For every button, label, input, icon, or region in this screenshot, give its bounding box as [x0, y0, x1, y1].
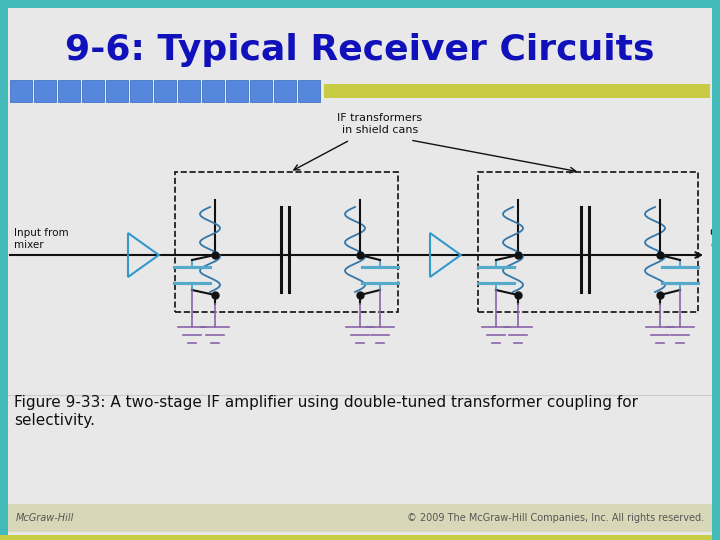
Text: Figure 9-33: A two-stage IF amplifier using double-tuned transformer coupling fo: Figure 9-33: A two-stage IF amplifier us… [14, 395, 638, 410]
Bar [0, 0, 720, 8]
Text: McGraw-Hill: McGraw-Hill [16, 513, 74, 523]
Bar [178, 80, 200, 102]
Bar [58, 80, 80, 102]
Bar [226, 80, 248, 102]
Bar [106, 80, 128, 102]
Bar [478, 172, 698, 312]
Bar [8, 504, 712, 532]
Bar [154, 80, 176, 102]
Bar [0, 535, 720, 540]
Bar [0, 0, 8, 540]
Text: selectivity.: selectivity. [14, 413, 95, 428]
Bar [34, 80, 56, 102]
Text: IF transformers
in shield cans: IF transformers in shield cans [338, 113, 423, 135]
Bar [82, 80, 104, 102]
Bar [130, 80, 152, 102]
Text: 9-6: Typical Receiver Circuits: 9-6: Typical Receiver Circuits [66, 33, 654, 67]
Text: Output to
demodulator: Output to demodulator [710, 228, 720, 250]
Text: © 2009 The McGraw-Hill Companies, Inc. All rights reserved.: © 2009 The McGraw-Hill Companies, Inc. A… [407, 513, 704, 523]
Bar [274, 80, 296, 102]
Text: Input from
mixer: Input from mixer [14, 228, 68, 250]
Bar [324, 84, 710, 98]
Bar [250, 80, 272, 102]
Bar [10, 80, 32, 102]
Bar [175, 172, 398, 312]
Bar [298, 80, 320, 102]
Bar [202, 80, 224, 102]
Bar [712, 0, 720, 540]
